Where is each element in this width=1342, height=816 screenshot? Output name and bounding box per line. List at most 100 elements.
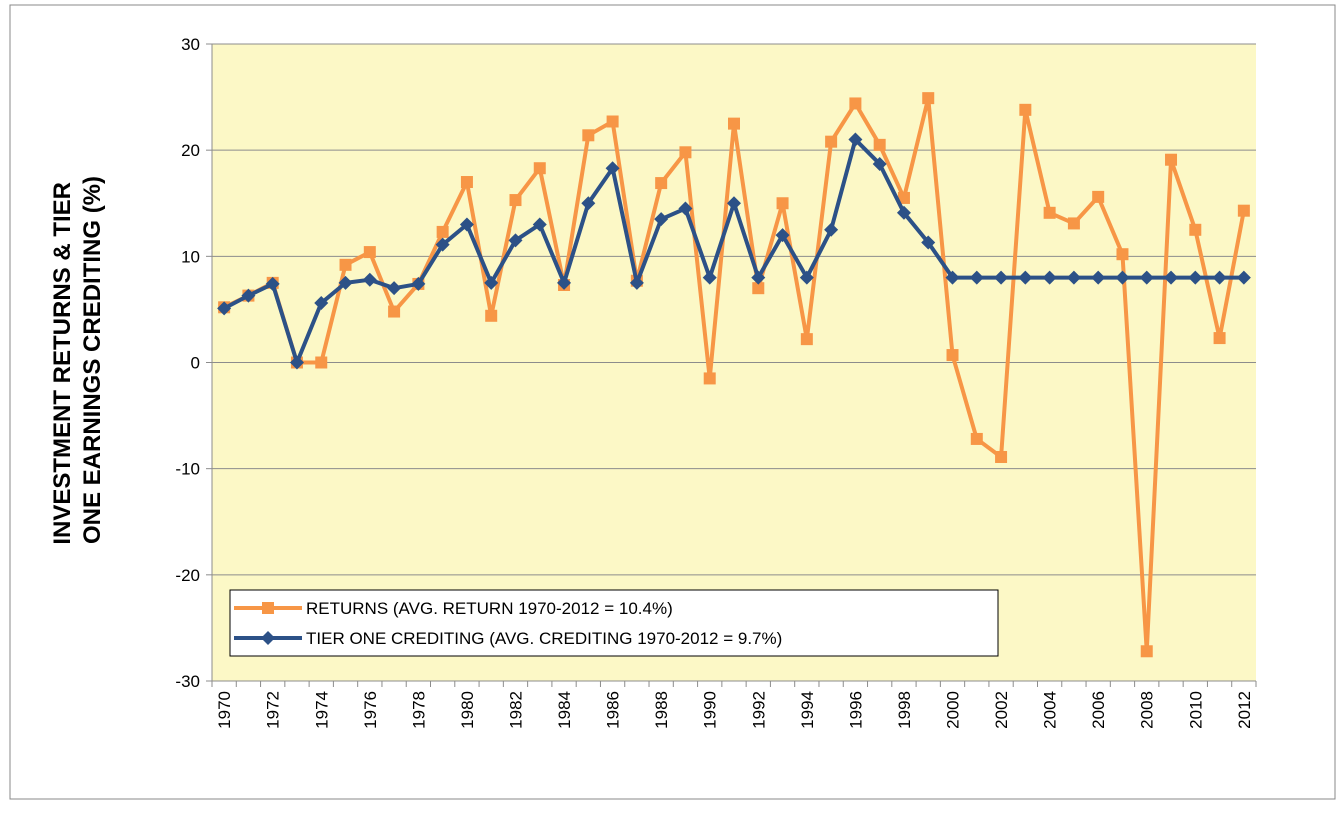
legend-marker <box>262 602 274 614</box>
data-point <box>1042 270 1057 285</box>
data-point <box>824 222 839 237</box>
y-tick-label: -20 <box>175 566 200 585</box>
x-tick-label: 1992 <box>749 691 768 729</box>
data-point <box>994 270 1009 285</box>
data-point <box>921 235 936 250</box>
data-point <box>1043 206 1056 219</box>
data-point <box>1092 190 1105 203</box>
data-point <box>727 196 741 211</box>
data-point <box>728 117 740 130</box>
data-point <box>557 275 572 290</box>
data-point <box>1164 270 1179 285</box>
y-axis-title: INVESTMENT RETURNS & TIER ONE EARNINGS C… <box>49 175 106 544</box>
data-point <box>1019 103 1032 116</box>
data-point <box>314 296 329 311</box>
data-point <box>1140 645 1153 658</box>
data-point <box>533 162 546 175</box>
data-point <box>484 275 499 290</box>
x-tick-label: 2004 <box>1041 691 1060 729</box>
data-point <box>532 217 547 232</box>
data-point <box>606 115 619 128</box>
data-point <box>217 301 232 316</box>
data-point <box>508 233 523 248</box>
x-tick-label: 1976 <box>361 691 380 729</box>
data-point <box>1236 270 1251 285</box>
data-point <box>581 196 596 211</box>
legend-label: TIER ONE CREDITING (AVG. CREDITING 1970-… <box>306 629 782 648</box>
data-point <box>678 201 693 216</box>
data-point <box>752 282 765 295</box>
x-tick-label: 2006 <box>1089 691 1108 729</box>
x-tick-label: 1998 <box>895 691 914 729</box>
data-point <box>339 258 352 271</box>
data-point <box>388 305 401 318</box>
y-tick-label: 10 <box>181 247 200 266</box>
data-point <box>872 156 887 171</box>
data-point <box>775 228 790 243</box>
data-point <box>970 432 983 445</box>
legend-box <box>229 589 999 657</box>
data-point <box>289 355 304 370</box>
data-point <box>655 177 668 190</box>
x-tick-label: 1980 <box>458 691 477 729</box>
data-point <box>436 225 449 238</box>
data-point <box>1066 270 1081 285</box>
x-tick-label: 1988 <box>652 691 671 729</box>
data-point <box>362 272 377 287</box>
data-point <box>1018 270 1033 285</box>
x-tick-label: 1982 <box>506 691 525 729</box>
data-point <box>873 138 886 151</box>
data-point <box>1116 248 1129 261</box>
data-point <box>241 288 256 303</box>
data-point <box>338 275 353 290</box>
x-tick-label: 1984 <box>555 691 574 729</box>
data-point <box>896 205 911 220</box>
data-point <box>945 270 960 285</box>
data-point <box>848 132 863 147</box>
data-point <box>1067 217 1080 230</box>
data-point <box>1115 270 1130 285</box>
data-point <box>776 197 789 210</box>
data-point <box>922 92 935 105</box>
data-point <box>629 275 644 290</box>
data-point <box>995 450 1008 463</box>
x-tick-label: 1972 <box>264 691 283 729</box>
x-tick-label: 1994 <box>798 691 817 729</box>
legend-label: RETURNS (AVG. RETURN 1970-2012 = 10.4%) <box>306 599 673 618</box>
data-point <box>485 309 498 322</box>
data-point <box>1212 270 1227 285</box>
x-tick-label: 1990 <box>701 691 720 729</box>
x-tick-label: 2002 <box>992 691 1011 729</box>
data-point <box>411 276 426 291</box>
y-tick-label: -30 <box>175 672 200 691</box>
data-point <box>509 194 522 207</box>
x-tick-label: 2010 <box>1186 691 1205 729</box>
data-point <box>265 276 280 291</box>
legend-marker <box>261 631 275 645</box>
y-tick-label: -10 <box>175 460 200 479</box>
data-point <box>679 146 692 159</box>
data-point <box>654 212 669 227</box>
data-point <box>946 349 959 362</box>
x-tick-label: 2012 <box>1235 691 1254 729</box>
y-axis-title-line: ONE EARNINGS CREDITING (%) <box>79 176 106 544</box>
data-point <box>1188 270 1203 285</box>
data-point <box>605 161 620 176</box>
data-point <box>702 270 717 285</box>
data-point <box>582 129 595 142</box>
data-point <box>1139 270 1154 285</box>
data-point <box>1213 332 1226 345</box>
y-tick-label: 30 <box>181 35 200 54</box>
x-tick-label: 2008 <box>1138 691 1157 729</box>
data-point <box>800 333 813 346</box>
data-point <box>1165 153 1178 166</box>
x-tick-label: 1978 <box>409 691 428 729</box>
data-point <box>387 281 402 296</box>
data-point <box>363 246 376 259</box>
x-tick-label: 2000 <box>944 691 963 729</box>
data-point <box>459 217 474 232</box>
data-point <box>460 176 473 189</box>
y-tick-label: 20 <box>181 141 200 160</box>
data-point <box>1237 204 1250 217</box>
